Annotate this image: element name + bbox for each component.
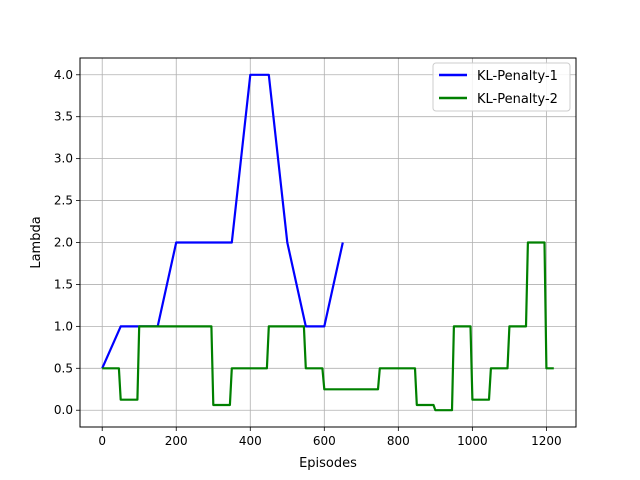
x-axis-label: Episodes <box>299 456 357 471</box>
legend-label-kl-penalty-2: KL-Penalty-2 <box>477 92 558 107</box>
series-lines <box>101 73 554 412</box>
x-tick-label: 400 <box>239 434 262 448</box>
x-tick-label: 800 <box>387 434 410 448</box>
x-tick-label: 200 <box>165 434 188 448</box>
y-tick-label: 2.0 <box>54 236 73 250</box>
y-tick-label: 0.0 <box>54 403 73 417</box>
y-axis-label: Lambda <box>29 216 44 268</box>
legend: KL-Penalty-1 KL-Penalty-2 <box>432 62 571 112</box>
y-tick-label: 3.0 <box>54 152 73 166</box>
y-tick-label: 0.5 <box>54 361 73 375</box>
series-line-kl-penalty-2 <box>102 241 554 412</box>
y-tick-label: 1.0 <box>54 319 73 333</box>
legend-box <box>432 62 571 112</box>
x-tick-label: 0 <box>98 434 106 448</box>
grid <box>80 58 576 427</box>
y-tick-label: 3.5 <box>54 110 73 124</box>
y-tick-label: 1.5 <box>54 277 73 291</box>
x-axis-ticks: 0 200 400 600 800 1000 1200 <box>98 427 562 448</box>
x-tick-label: 1200 <box>531 434 562 448</box>
x-tick-label: 600 <box>313 434 336 448</box>
y-tick-label: 2.5 <box>54 194 73 208</box>
x-tick-label: 1000 <box>457 434 488 448</box>
legend-label-kl-penalty-1: KL-Penalty-1 <box>477 69 558 84</box>
y-tick-label: 4.0 <box>54 68 73 82</box>
y-axis-ticks: 0.0 0.5 1.0 1.5 2.0 2.5 3.0 3.5 4.0 <box>54 68 80 417</box>
